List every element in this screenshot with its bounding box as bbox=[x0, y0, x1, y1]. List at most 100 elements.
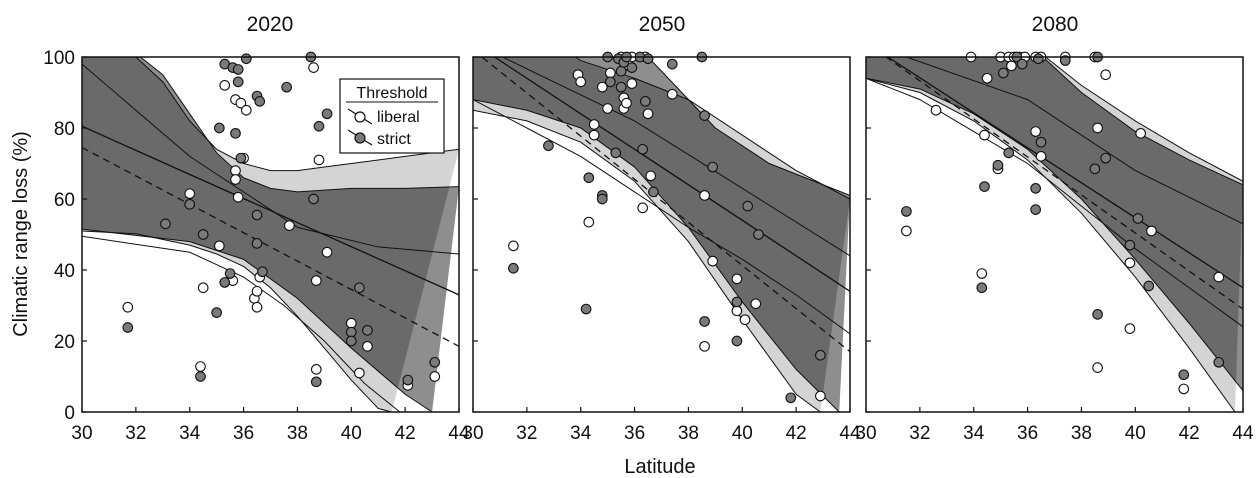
point-strict bbox=[345, 326, 357, 338]
point-liberal bbox=[1092, 362, 1103, 373]
point-liberal bbox=[251, 285, 263, 297]
x-tick-label: 44 bbox=[448, 423, 470, 444]
point-strict bbox=[543, 140, 554, 152]
regression-line-strict bbox=[886, 57, 1243, 289]
point-strict bbox=[699, 316, 710, 327]
point-liberal bbox=[645, 170, 657, 182]
point-liberal bbox=[1213, 271, 1225, 283]
point-strict bbox=[1092, 309, 1103, 320]
point-strict bbox=[639, 96, 651, 107]
x-tick-label: 42 bbox=[786, 423, 807, 444]
point-strict bbox=[235, 152, 247, 164]
band-edge-liberal bbox=[574, 57, 850, 200]
point-strict bbox=[230, 127, 241, 139]
point-strict bbox=[251, 238, 263, 249]
legend: Threshold liberal strict bbox=[339, 78, 445, 154]
point-liberal bbox=[230, 165, 241, 176]
point-strict bbox=[610, 147, 622, 159]
x-tick-label: 32 bbox=[909, 423, 930, 444]
point-liberal bbox=[195, 361, 206, 372]
point-strict bbox=[1003, 147, 1015, 159]
x-tick-label: 30 bbox=[462, 423, 483, 444]
regression-line-liberal bbox=[480, 57, 850, 353]
point-liberal bbox=[213, 240, 225, 252]
point-strict bbox=[1213, 356, 1225, 368]
x-tick-label: 36 bbox=[624, 423, 645, 444]
point-liberal bbox=[815, 390, 826, 402]
band-boundary-line bbox=[866, 77, 1243, 328]
point-strict bbox=[785, 392, 797, 404]
point-strict bbox=[707, 161, 719, 173]
point-strict bbox=[699, 110, 710, 121]
point-strict bbox=[596, 193, 608, 205]
band-boundary-line bbox=[904, 57, 1243, 225]
band-edge-strict bbox=[473, 99, 840, 412]
point-strict bbox=[313, 120, 325, 132]
point-liberal bbox=[901, 225, 912, 237]
x-tick-label: 40 bbox=[341, 423, 362, 444]
point-strict bbox=[429, 356, 441, 368]
point-liberal bbox=[666, 88, 678, 100]
point-liberal bbox=[981, 72, 993, 84]
point-liberal bbox=[310, 364, 322, 375]
x-tick-label: 32 bbox=[125, 423, 146, 444]
point-liberal bbox=[976, 268, 988, 279]
y-tick-label: 60 bbox=[54, 190, 75, 211]
panel-title-2020: 2020 bbox=[247, 13, 294, 36]
y-axis-ticks: 0 20 40 60 80 100 bbox=[43, 48, 871, 424]
band-edge-strict bbox=[866, 77, 1243, 392]
point-liberal bbox=[240, 104, 252, 116]
point-strict bbox=[257, 266, 268, 278]
point-liberal bbox=[739, 314, 751, 326]
x-tick-label: 38 bbox=[678, 423, 699, 444]
point-strict bbox=[1132, 213, 1144, 224]
point-liberal bbox=[235, 97, 247, 109]
point-liberal bbox=[1178, 383, 1190, 395]
point-liberal bbox=[731, 305, 743, 317]
x-tick-label: 40 bbox=[1125, 423, 1146, 444]
point-strict bbox=[731, 296, 743, 308]
point-liberal bbox=[588, 129, 600, 141]
x-tick-label: 44 bbox=[839, 423, 861, 444]
point-liberal bbox=[251, 301, 263, 313]
point-liberal bbox=[1092, 122, 1103, 134]
x-tick-label: 34 bbox=[179, 423, 201, 444]
x-tick-label: 34 bbox=[963, 423, 985, 444]
y-tick-label: 40 bbox=[54, 261, 75, 282]
x-tick-label: 30 bbox=[855, 423, 876, 444]
legend-label-liberal: liberal bbox=[377, 109, 420, 126]
confidence-band-overlap bbox=[82, 57, 459, 412]
point-liberal bbox=[750, 298, 762, 310]
point-liberal bbox=[626, 78, 638, 89]
point-strict bbox=[992, 159, 1004, 171]
point-liberal bbox=[604, 67, 616, 79]
point-strict bbox=[310, 376, 322, 388]
point-strict bbox=[979, 181, 990, 192]
point-strict bbox=[580, 303, 592, 315]
point-liberal bbox=[1124, 257, 1136, 269]
point-strict bbox=[1030, 204, 1041, 215]
plot-frame bbox=[81, 56, 460, 413]
point-strict bbox=[160, 218, 171, 230]
point-strict bbox=[901, 206, 912, 217]
point-liberal bbox=[979, 129, 990, 141]
legend-marker-strict bbox=[354, 132, 366, 144]
panel-title-2050: 2050 bbox=[639, 13, 686, 36]
point-strict bbox=[815, 349, 826, 361]
point-strict bbox=[742, 200, 754, 212]
point-liberal bbox=[575, 76, 587, 88]
point-strict bbox=[254, 96, 266, 107]
y-tick-label: 100 bbox=[43, 48, 75, 69]
point-strict bbox=[626, 62, 638, 74]
point-liberal bbox=[1100, 69, 1112, 81]
point-liberal bbox=[321, 246, 333, 258]
band-edge-strict bbox=[82, 228, 433, 412]
point-strict bbox=[213, 122, 225, 134]
point-strict bbox=[1143, 280, 1155, 292]
y-axis-label: Climatic range loss (%) bbox=[10, 131, 32, 337]
x-tick-label: 32 bbox=[516, 423, 537, 444]
panel-2050: 2050 30 32 34 36 38 40 42 44 bbox=[462, 13, 861, 444]
point-liberal bbox=[602, 103, 613, 114]
point-liberal bbox=[1035, 151, 1047, 162]
point-liberal bbox=[308, 62, 319, 74]
